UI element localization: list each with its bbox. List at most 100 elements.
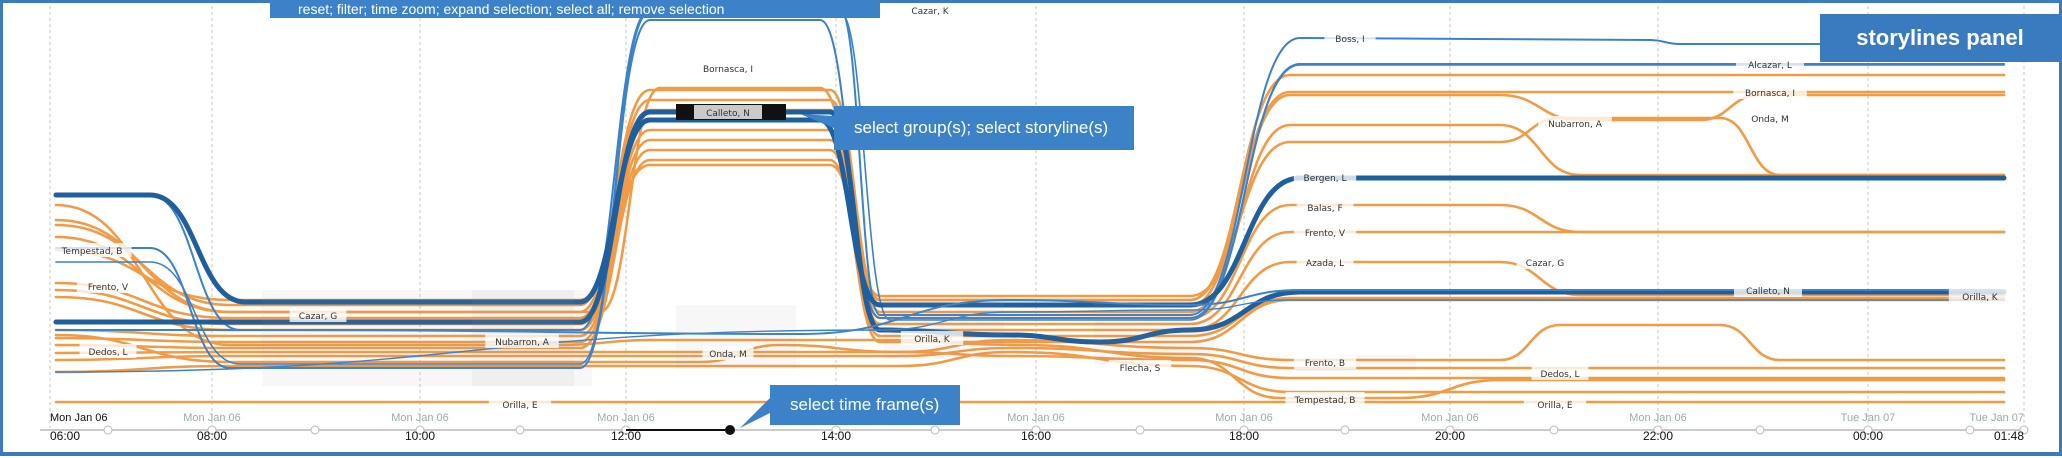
axis-date-label: Tue Jan 07 bbox=[1841, 412, 1896, 424]
axis-time-label: 08:00 bbox=[197, 429, 227, 443]
storyline-label-bg bbox=[1531, 366, 1589, 380]
select-group-text: select group(s); select storyline(s) bbox=[854, 118, 1109, 137]
axis-tick[interactable] bbox=[1239, 425, 1249, 435]
storyline-label-bg bbox=[1293, 355, 1357, 369]
group-box[interactable] bbox=[1094, 300, 1214, 364]
axis-time-label: 14:00 bbox=[821, 429, 851, 443]
axis-tick[interactable] bbox=[930, 425, 940, 435]
storyline-label: Azada, L bbox=[1306, 259, 1344, 269]
storyline-label-bg bbox=[1296, 200, 1354, 214]
storyline-label: Bornasca, I bbox=[703, 65, 753, 75]
axis-tick[interactable] bbox=[1445, 425, 1455, 435]
storyline-label-bg bbox=[1324, 31, 1376, 45]
storyline-blue[interactable] bbox=[55, 288, 2005, 336]
storyline-label-bg bbox=[1285, 392, 1365, 406]
axis-tick[interactable] bbox=[1863, 425, 1873, 435]
storyline-label-bg bbox=[1744, 111, 1796, 125]
time-selection-handle[interactable] bbox=[725, 425, 735, 435]
storyline-orange[interactable] bbox=[54, 323, 2006, 362]
storyline-labels: Calleto, N Bornasca, I Tempestad, B Frento,… bbox=[52, 3, 2012, 411]
axis-tick[interactable] bbox=[1135, 425, 1145, 435]
axis-date-label: Mon Jan 06 bbox=[1629, 412, 1686, 424]
toolbar-actions-text: reset; filter; time zoom; expand selecti… bbox=[298, 1, 725, 17]
storyline-label-bg bbox=[1108, 360, 1172, 374]
storyline-label: Onda, M bbox=[1751, 115, 1789, 125]
axis-date-label: Tue Jan 07 bbox=[1969, 412, 2024, 424]
axis-tick[interactable] bbox=[831, 425, 841, 435]
select-time-text: select time frame(s) bbox=[790, 395, 940, 414]
storyline-label: Frento, V bbox=[1305, 229, 1346, 239]
storyline-label: Tempestad, B bbox=[1294, 396, 1356, 406]
storyline-blue-thick[interactable] bbox=[53, 109, 2007, 345]
storyline-label-bg bbox=[901, 3, 959, 17]
axis-time-label: 00:00 bbox=[1853, 429, 1883, 443]
axis-date-label: Mon Jan 06 bbox=[50, 412, 107, 424]
axis-date-label: Mon Jan 06 bbox=[1215, 412, 1272, 424]
storyline-label-bg bbox=[1538, 116, 1612, 130]
axis-tick[interactable] bbox=[207, 425, 217, 435]
storyline-label-bg bbox=[1296, 255, 1354, 269]
storyline-label: Cazar, G bbox=[1526, 259, 1564, 269]
storyline-orange[interactable] bbox=[54, 203, 2006, 400]
storyline-label: Boss, I bbox=[1335, 35, 1364, 45]
storylines-panel-title-text: storylines panel bbox=[1856, 25, 2024, 50]
axis-tick[interactable] bbox=[1031, 425, 1041, 435]
time-grid bbox=[49, 6, 2025, 428]
storylines-panel-title: storylines panel bbox=[1820, 14, 2060, 62]
axis-tick[interactable] bbox=[2019, 425, 2029, 435]
storyline-label-bg bbox=[76, 279, 140, 293]
axis-tick[interactable] bbox=[1653, 425, 1663, 435]
storyline-label-bg bbox=[79, 344, 137, 358]
axis-tick[interactable] bbox=[1549, 425, 1559, 435]
toolbar-actions-callout: reset; filter; time zoom; expand selecti… bbox=[270, 0, 880, 18]
axis-tick[interactable] bbox=[310, 425, 320, 435]
frame-bottom-border bbox=[0, 452, 2062, 456]
storyline-label-bg bbox=[1516, 255, 1574, 269]
axis-date-label: Mon Jan 06 bbox=[391, 412, 448, 424]
storyline-label: Frento, B bbox=[1305, 359, 1345, 369]
storyline-label-bg bbox=[900, 331, 964, 345]
storyline-label: Flecha, S bbox=[1120, 364, 1161, 374]
storyline-label: Calleto, N bbox=[706, 109, 750, 119]
axis-time-label: 10:00 bbox=[405, 429, 435, 443]
storyline-label-bg bbox=[485, 334, 559, 348]
storyline-blue[interactable] bbox=[55, 8, 2005, 332]
storyline-label: Dedos, L bbox=[1540, 370, 1579, 380]
axis-date-label: Mon Jan 06 bbox=[597, 412, 654, 424]
storyline-label-bg bbox=[1736, 57, 1804, 71]
storyline-label-bg bbox=[1293, 225, 1357, 239]
storyline-label-bg bbox=[1948, 289, 2012, 303]
storyline-label: Bornasca, I bbox=[1745, 89, 1795, 99]
storyline-orange[interactable] bbox=[54, 108, 2006, 320]
storyline-label-bg bbox=[52, 243, 132, 257]
axis-tick[interactable] bbox=[515, 425, 525, 435]
axis-tick[interactable] bbox=[1965, 425, 1975, 435]
storyline-label: Dedos, L bbox=[88, 348, 127, 358]
axis-date-label: Mon Jan 06 bbox=[1007, 412, 1064, 424]
storyline-label-bg bbox=[289, 308, 347, 322]
axis-tick[interactable] bbox=[103, 425, 113, 435]
axis-time-label: 01:48 bbox=[1994, 429, 2024, 443]
frame-top-border bbox=[0, 0, 2062, 3]
storyline-label-bg bbox=[1523, 397, 1587, 411]
storyline-label: Cazar, K bbox=[911, 7, 949, 17]
storyline-label: Onda, M bbox=[709, 350, 747, 360]
storyline-label: Orilla, K bbox=[1962, 293, 1999, 303]
storyline-label: Nubarron, A bbox=[1548, 120, 1603, 130]
storyline-orange[interactable] bbox=[54, 350, 2006, 394]
axis-tick[interactable] bbox=[1755, 425, 1765, 435]
storyline-label-bg bbox=[1734, 283, 1802, 297]
axis-time-label: 16:00 bbox=[1021, 429, 1051, 443]
group-box[interactable] bbox=[884, 295, 1004, 359]
storyline-label-bg bbox=[1293, 170, 1357, 184]
axis-date-label: Mon Jan 06 bbox=[1421, 412, 1478, 424]
time-axis[interactable]: Mon Jan 06 06:00 Mon Jan 06 08:00 Mon Jan 06… bbox=[40, 412, 2029, 443]
storyline-label-bg bbox=[702, 346, 754, 360]
axis-date-label: Mon Jan 06 bbox=[183, 412, 240, 424]
axis-tick[interactable] bbox=[1340, 425, 1350, 435]
storyline-label: Alcazar, L bbox=[1748, 61, 1792, 71]
storyline-paths[interactable] bbox=[53, 8, 2007, 404]
axis-tick[interactable] bbox=[415, 425, 425, 435]
storyline-orange[interactable] bbox=[54, 333, 2006, 380]
